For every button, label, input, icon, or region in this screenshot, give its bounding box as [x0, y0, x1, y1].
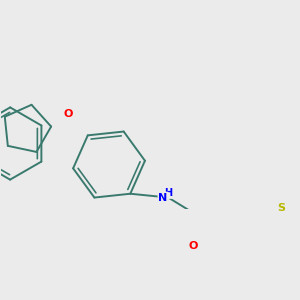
Text: N: N	[158, 193, 168, 202]
Text: O: O	[189, 241, 198, 251]
Text: O: O	[64, 109, 73, 118]
Text: H: H	[164, 188, 172, 198]
Text: S: S	[277, 202, 285, 213]
